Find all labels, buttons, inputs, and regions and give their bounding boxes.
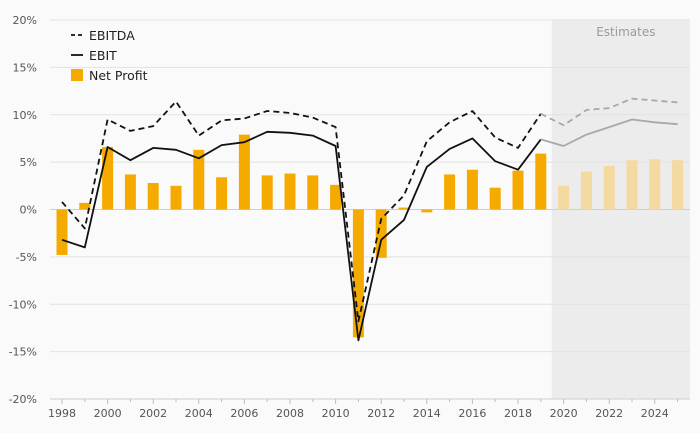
net-profit-bar — [307, 175, 319, 210]
x-tick-label: 2002 — [139, 407, 167, 420]
y-tick-label: -5% — [16, 251, 37, 264]
ebitda-line-actual — [61, 100, 542, 323]
legend-label: Net Profit — [89, 68, 148, 83]
x-tick-label: 2008 — [276, 407, 304, 420]
net-profit-bar — [284, 173, 296, 210]
net-profit-bar — [603, 165, 615, 210]
x-tick-label: 2004 — [185, 407, 213, 420]
x-tick-label: 2016 — [458, 407, 486, 420]
net-profit-bar — [56, 209, 68, 255]
y-tick-label: 5% — [20, 156, 37, 169]
net-profit-bar — [261, 175, 273, 210]
ebitda-line-estimate — [540, 97, 678, 127]
ebit-line-actual — [61, 130, 542, 342]
net-profit-bar — [352, 209, 364, 338]
net-profit-bar — [672, 160, 684, 210]
x-tick-label: 2012 — [367, 407, 395, 420]
net-profit-bar — [558, 185, 570, 210]
net-profit-bar — [238, 134, 250, 210]
x-tick-label: 2024 — [641, 407, 669, 420]
legend-label: EBIT — [89, 48, 117, 63]
net-profit-bar — [466, 169, 478, 210]
net-profit-bar — [535, 153, 547, 210]
x-tick-label: 2022 — [595, 407, 623, 420]
net-profit-bar — [626, 160, 638, 210]
y-tick-label: -20% — [9, 393, 37, 406]
net-profit-bar — [102, 146, 114, 210]
y-tick-label: 20% — [13, 14, 37, 27]
ebit-line-estimate — [540, 118, 678, 147]
net-profit-bars — [56, 134, 684, 338]
net-profit-bar — [330, 184, 342, 210]
x-tick-label: 2020 — [550, 407, 578, 420]
x-tick-label: 2006 — [230, 407, 258, 420]
x-axis: 1998 2000 2002 2004 2006 2008 2010 2012 2014 2016… — [48, 398, 690, 420]
y-tick-label: 0% — [20, 204, 37, 217]
net-profit-bar — [649, 159, 661, 210]
estimates-label: Estimates — [596, 25, 655, 39]
y-tick-label: -10% — [9, 298, 37, 311]
x-tick-label: 2018 — [504, 407, 532, 420]
net-profit-bar — [421, 209, 433, 213]
x-tick-label: 2000 — [94, 407, 122, 420]
y-tick-label: -15% — [9, 346, 37, 359]
net-profit-bar — [512, 170, 524, 210]
net-profit-bar — [147, 182, 159, 210]
net-profit-bar — [124, 174, 136, 210]
net-profit-bar — [580, 171, 592, 210]
net-profit-bar — [216, 177, 228, 210]
y-tick-label: 15% — [13, 61, 37, 74]
series-lines — [61, 97, 678, 342]
net-profit-bar — [193, 149, 205, 210]
x-tick-label: 2014 — [413, 407, 441, 420]
y-tick-label: 10% — [13, 109, 37, 122]
net-profit-bar — [444, 174, 456, 210]
net-profit-bar — [489, 187, 501, 210]
net-profit-legend-swatch — [71, 69, 83, 81]
net-profit-bar — [170, 185, 182, 210]
y-axis: 20% 15% 10% 5% 0% -5% -10% -15% -20% — [9, 14, 37, 406]
legend-label: EBITDA — [89, 28, 135, 43]
legend: EBITDA EBIT Net Profit — [71, 28, 148, 83]
net-profit-bar — [79, 202, 91, 210]
net-profit-bar — [398, 207, 410, 210]
x-tick-label: 2010 — [322, 407, 350, 420]
x-tick-label: 1998 — [48, 407, 76, 420]
net-profit-bar — [375, 209, 387, 258]
